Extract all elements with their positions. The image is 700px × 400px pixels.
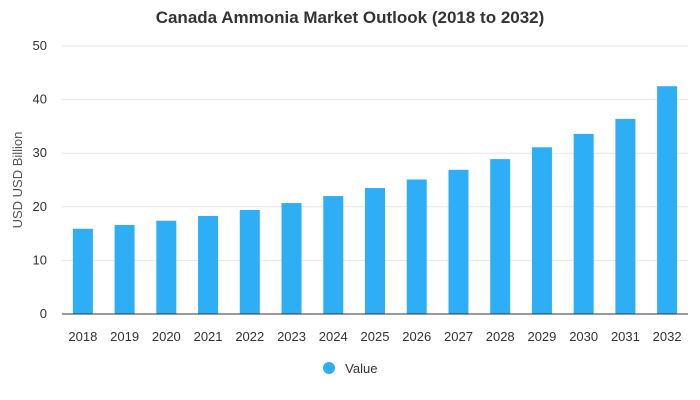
x-tick-label: 2031	[611, 329, 640, 344]
y-tick-label: 0	[40, 306, 47, 321]
x-tick-label: 2032	[653, 329, 682, 344]
y-tick-label: 20	[33, 199, 47, 214]
x-tick-label: 2025	[361, 329, 390, 344]
bar-2020	[156, 220, 177, 314]
x-tick-label: 2027	[444, 329, 473, 344]
chart-title: Canada Ammonia Market Outlook (2018 to 2…	[155, 8, 545, 27]
bar-2028	[490, 159, 511, 314]
bar-2032	[657, 86, 678, 314]
bar-2022	[239, 210, 260, 314]
bar-2030	[573, 133, 594, 314]
x-axis-ticks: 2018 2019 2020 2021 2022 2023 2024 2025 2026 2027…	[68, 329, 681, 344]
bar-2019	[114, 225, 135, 314]
x-tick-label: 2020	[152, 329, 181, 344]
x-tick-label: 2028	[486, 329, 515, 344]
bar-2024	[323, 196, 344, 314]
y-tick-label: 10	[33, 252, 47, 267]
bar-2026	[406, 179, 427, 314]
y-tick-label: 30	[33, 145, 47, 160]
x-tick-label: 2021	[194, 329, 223, 344]
bar-2021	[198, 215, 219, 314]
y-axis-ticks: 0 10 20 30 40 50	[33, 38, 47, 321]
x-tick-label: 2022	[235, 329, 264, 344]
bar-2018	[72, 228, 93, 314]
x-tick-label: 2030	[569, 329, 598, 344]
x-tick-label: 2029	[527, 329, 556, 344]
x-tick-label: 2018	[68, 329, 97, 344]
bars	[72, 86, 678, 315]
legend-marker-icon	[322, 362, 335, 374]
legend-label-value: Value	[345, 361, 378, 376]
x-tick-label: 2023	[277, 329, 306, 344]
bar-2025	[365, 188, 385, 314]
y-tick-label: 50	[33, 38, 47, 53]
x-tick-label: 2026	[402, 329, 431, 344]
x-tick-label: 2019	[110, 329, 139, 344]
y-tick-label: 40	[33, 92, 47, 107]
y-axis-label: USD USD Billion	[10, 132, 25, 229]
bar-2027	[448, 169, 469, 314]
bar-2031	[615, 118, 636, 315]
legend: Value	[0, 361, 700, 376]
bar-2023	[281, 203, 302, 314]
x-tick-label: 2024	[319, 329, 348, 344]
bar-2029	[531, 147, 552, 314]
